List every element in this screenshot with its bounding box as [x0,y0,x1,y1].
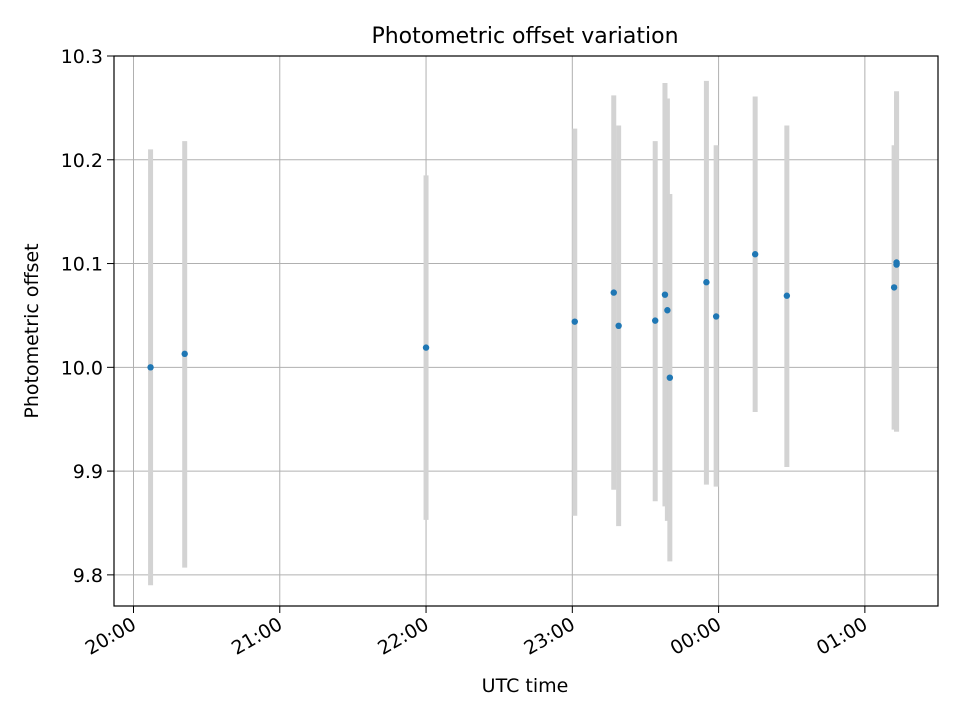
y-tick-label: 10.0 [61,357,103,379]
x-tick-label: 00:00 [667,613,725,659]
data-point [615,322,622,330]
data-point [666,374,674,381]
y-axis-label: Photometric offset [21,243,43,418]
data-point [703,279,710,286]
chart-title: Photometric offset variation [371,24,678,49]
plot-area-frame [113,55,939,607]
data-point [571,318,578,325]
data-points [147,251,900,381]
y-tick-label: 10.3 [61,46,103,68]
x-tick-label: 20:00 [82,613,140,659]
data-point [664,307,671,314]
x-tick-label: 01:00 [813,613,871,659]
data-point [890,284,898,291]
data-point [181,350,188,358]
data-point [751,251,759,258]
data-point [147,364,154,371]
x-axis-ticks: 20:00 21:00 22:00 23:00 00:00 01:00 [82,606,871,660]
data-point [610,289,617,296]
x-tick-label: 23:00 [520,613,578,659]
data-point [661,291,669,298]
data-point [712,313,720,320]
y-tick-label: 10.1 [61,254,103,276]
data-point [783,292,791,299]
y-tick-label: 10.2 [61,150,103,172]
x-tick-label: 21:00 [228,613,286,659]
x-axis-label: UTC time [482,675,569,697]
y-tick-label: 9.9 [73,461,103,483]
error-bars [148,80,900,586]
data-point [893,261,900,268]
x-tick-label: 22:00 [374,613,432,659]
y-tick-label: 9.8 [73,565,103,587]
grid [114,55,938,606]
data-point [422,344,430,351]
data-point [652,317,659,324]
y-axis-ticks: 9.8 9.9 10.0 10.1 10.2 10.3 [61,46,114,587]
